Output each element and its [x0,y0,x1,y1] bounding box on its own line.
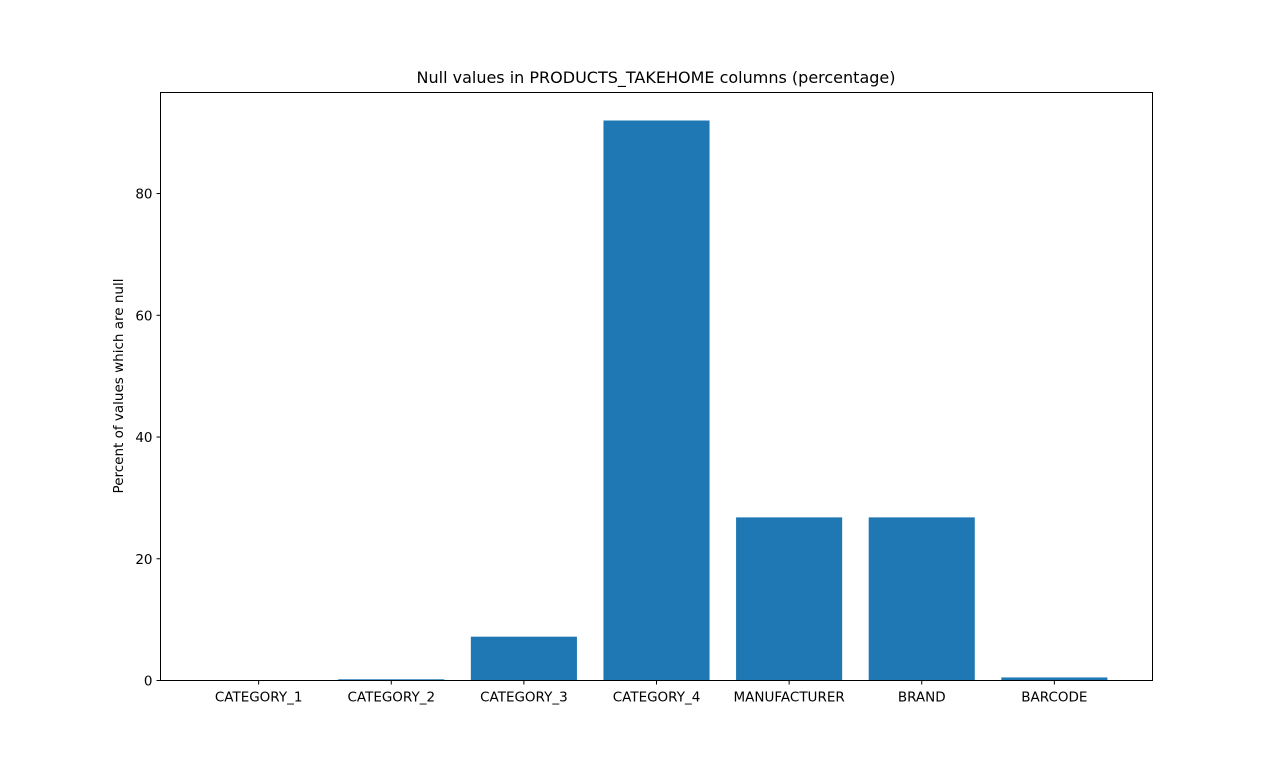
y-axis: 0 20 40 60 80 [135,187,161,690]
y-axis-label: Percent of values which are null [111,279,127,494]
x-tick-label: CATEGORY_3 [480,690,568,706]
x-tick-label: BARCODE [1021,690,1087,706]
x-tick-label: CATEGORY_4 [613,690,701,706]
bar-category-2 [338,679,445,681]
x-tick-label: CATEGORY_1 [215,690,303,706]
x-tick-label: MANUFACTURER [734,690,845,706]
bar-category-3 [470,636,577,681]
y-tick-label: 20 [135,552,152,568]
bar-manufacturer [736,517,843,681]
y-tick-label: 40 [135,430,152,446]
bars [338,120,1108,681]
y-tick-label: 60 [135,308,152,324]
x-tick-label: CATEGORY_2 [347,690,435,706]
bar-brand [868,517,975,681]
bar-category-4 [603,120,710,681]
chart-title: Null values in PRODUCTS_TAKEHOME columns… [417,68,896,88]
plot-frame [160,92,1153,681]
x-tick-label: BRAND [898,690,946,706]
bar-barcode [1001,677,1108,681]
y-tick-label: 80 [135,187,152,203]
x-axis: CATEGORY_1 CATEGORY_2 CATEGORY_3 CATEGORY_4… [215,680,1087,706]
y-tick-label: 0 [144,674,153,690]
